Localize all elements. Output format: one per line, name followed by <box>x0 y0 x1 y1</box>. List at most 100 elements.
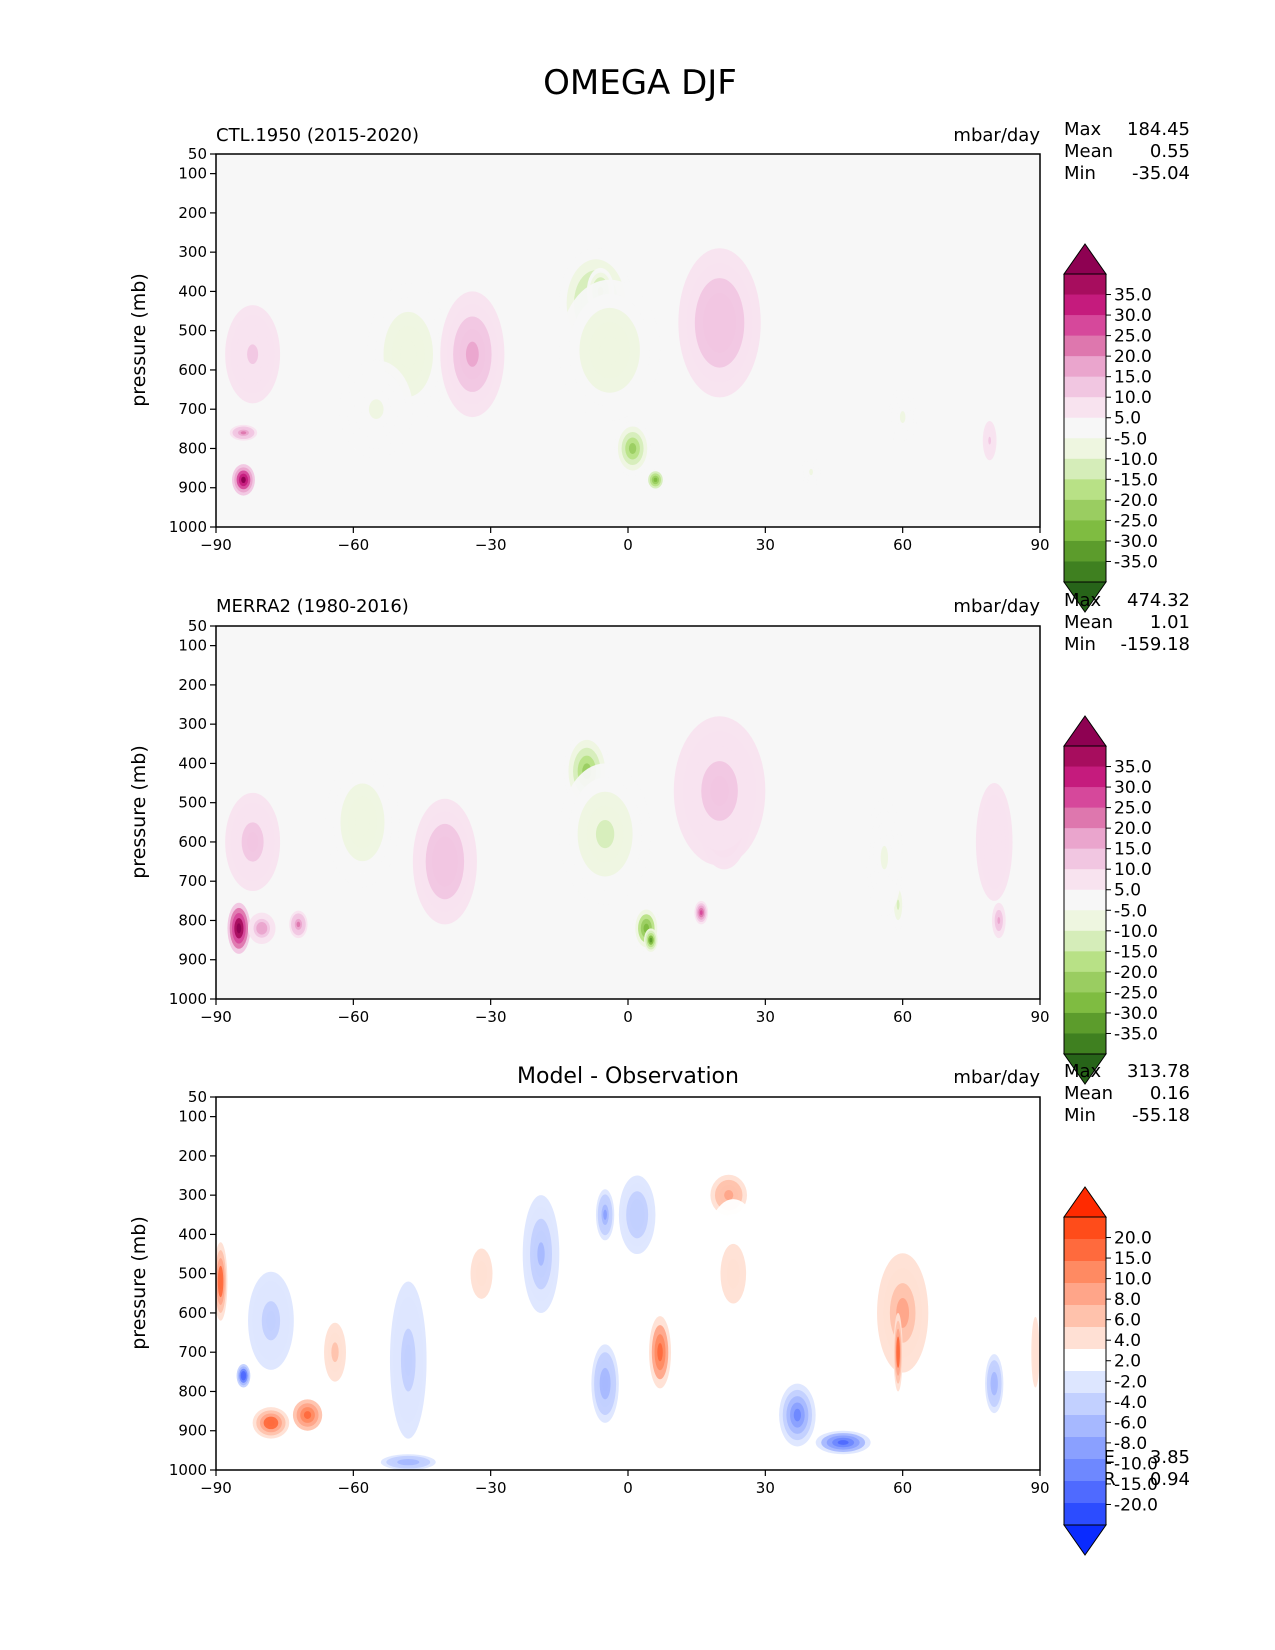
colorbar-label: -20.0 <box>1114 491 1158 511</box>
y-axis-label: pressure (mb) <box>128 273 150 407</box>
y-tick-label: 700 <box>178 400 207 418</box>
stat-min-value: -159.18 <box>1121 634 1190 655</box>
colorbar-segment <box>1064 951 1106 973</box>
y-tick-label: 300 <box>178 1186 207 1204</box>
colorbar-label: 15.0 <box>1114 1249 1152 1269</box>
colorbar-label: 20.0 <box>1114 347 1152 367</box>
contour-feature-20-level-1 <box>992 1377 997 1390</box>
stat-min-value: -35.04 <box>1132 163 1190 184</box>
x-axis-ticks: −90 −60 −30 0 30 60 90 <box>200 527 1050 554</box>
x-tick-label: 90 <box>1030 536 1049 554</box>
contour-feature-3-level-1 <box>247 832 259 852</box>
stat-max-value: 313.78 <box>1127 1061 1190 1082</box>
colorbar-label: 25.0 <box>1114 327 1152 347</box>
contour-feature-10-level-1 <box>599 336 620 365</box>
colorbar-label: 30.0 <box>1114 778 1152 798</box>
contour-field-reference <box>216 626 1040 999</box>
contour-feature-2-level-1 <box>267 1419 275 1427</box>
y-tick-label: 50 <box>188 145 207 163</box>
x-tick-label: 30 <box>756 536 775 554</box>
stat-min-value: -55.18 <box>1132 1105 1190 1126</box>
colorbar-label: -25.0 <box>1114 983 1158 1003</box>
contour-feature-14-level-1 <box>724 1190 734 1201</box>
stat-max-value: 184.45 <box>1127 119 1190 140</box>
colorbar-segment <box>1064 1283 1106 1306</box>
colorbar-label: 35.0 <box>1114 758 1152 778</box>
contour-feature-1-level-1 <box>242 1373 245 1379</box>
x-tick-label: 30 <box>756 1008 775 1026</box>
x-tick-label: −30 <box>475 536 507 554</box>
contour-feature-12-level-1 <box>711 307 728 338</box>
stat-mean-label: Mean <box>1064 141 1113 162</box>
contour-feature-6-level-1 <box>404 1344 412 1376</box>
contour-feature-4-level-1 <box>355 809 370 836</box>
x-tick-label: 90 <box>1030 1008 1049 1026</box>
x-tick-label: −30 <box>475 1479 507 1497</box>
contour-feature-12-level-1 <box>633 1206 641 1223</box>
y-tick-label: 800 <box>178 1382 207 1400</box>
panel-title-left: CTL.1950 (2015-2020) <box>216 125 419 146</box>
colorbar-label: -5.0 <box>1114 901 1147 921</box>
panel-test: CTL.1950 (2015-2020) mbar/day pressure (… <box>128 119 1190 613</box>
y-tick-label: 900 <box>178 951 207 969</box>
y-tick-label: 300 <box>178 243 207 261</box>
colorbar-label: 6.0 <box>1114 1311 1141 1331</box>
colorbar-segment <box>1064 1305 1106 1328</box>
contour-feature-4-level-1 <box>331 1342 339 1363</box>
contour-feature-3-level-1 <box>400 340 417 369</box>
colorbar-segment <box>1064 397 1106 419</box>
colorbar-label: -10.0 <box>1114 450 1158 470</box>
y-tick-label: 700 <box>178 1343 207 1361</box>
colorbar-label: 20.0 <box>1114 1229 1152 1249</box>
colorbar-label: 5.0 <box>1114 409 1141 429</box>
panel-difference: Model - Observation mbar/day pressure (m… <box>128 1061 1190 1556</box>
contour-feature-11-level-1 <box>699 910 703 915</box>
colorbar-segment <box>1064 828 1106 850</box>
contour-feature-10-level-1 <box>603 1209 607 1220</box>
contour-feature-9-level-1 <box>537 1242 545 1266</box>
contour-feature-9-level-1 <box>653 477 658 483</box>
colorbar-segment <box>1064 356 1106 378</box>
x-tick-label: −30 <box>475 1008 507 1026</box>
colorbar-segment <box>1064 971 1106 993</box>
colorbar-segment <box>1064 869 1106 891</box>
colorbar-segment <box>1064 889 1106 911</box>
colorbar-segment <box>1064 1459 1106 1482</box>
y-axis-ticks: 50 100 200 300 400 500 600 700 800 900 1000 <box>169 1088 216 1479</box>
y-tick-label: 800 <box>178 911 207 929</box>
x-tick-label: 0 <box>623 1008 633 1026</box>
colorbar-segment <box>1064 1503 1106 1526</box>
contour-field-test <box>216 154 1040 527</box>
contour-feature-5-level-1 <box>438 849 452 875</box>
colorbar-segment <box>1064 1481 1106 1504</box>
contour-feature-14-level-1 <box>899 411 906 423</box>
contour-feature-4-level-1 <box>368 399 384 420</box>
x-tick-label: 60 <box>893 536 912 554</box>
colorbar-segment <box>1064 766 1106 788</box>
stat-min-label: Min <box>1064 163 1096 184</box>
colorbar-label: -5.0 <box>1114 429 1147 449</box>
colorbar-outline <box>1063 273 1107 583</box>
x-tick-label: 0 <box>623 536 633 554</box>
contour-feature-14-level-1 <box>880 845 889 870</box>
y-tick-label: 700 <box>178 872 207 890</box>
colorbar-label: 15.0 <box>1114 368 1152 388</box>
colorbar-label: 4.0 <box>1114 1331 1141 1351</box>
colorbar-segment <box>1064 540 1106 562</box>
stat-mean-value: 1.01 <box>1150 612 1190 633</box>
colorbar-segment <box>1064 1327 1106 1350</box>
corr-value: 0.94 <box>1150 1469 1190 1490</box>
contour-feature-1-level-1 <box>240 431 247 435</box>
colorbar-segment <box>1064 335 1106 357</box>
stat-min-label: Min <box>1064 634 1096 655</box>
contour-feature-0-level-1 <box>241 476 246 484</box>
y-tick-label: 200 <box>178 676 207 694</box>
contour-feature-13-level-1 <box>896 899 900 910</box>
stat-mean-value: 0.16 <box>1150 1083 1190 1104</box>
contour-feature-8-level-1 <box>476 1261 488 1287</box>
colorbar-reference: 35.030.025.020.015.010.05.0-5.0-10.0-15.… <box>1063 715 1158 1085</box>
colorbar-segment <box>1064 1217 1106 1240</box>
stat-max-value: 474.32 <box>1127 590 1190 611</box>
colorbar-extend-max <box>1063 715 1107 747</box>
colorbar-label: -15.0 <box>1114 942 1158 962</box>
